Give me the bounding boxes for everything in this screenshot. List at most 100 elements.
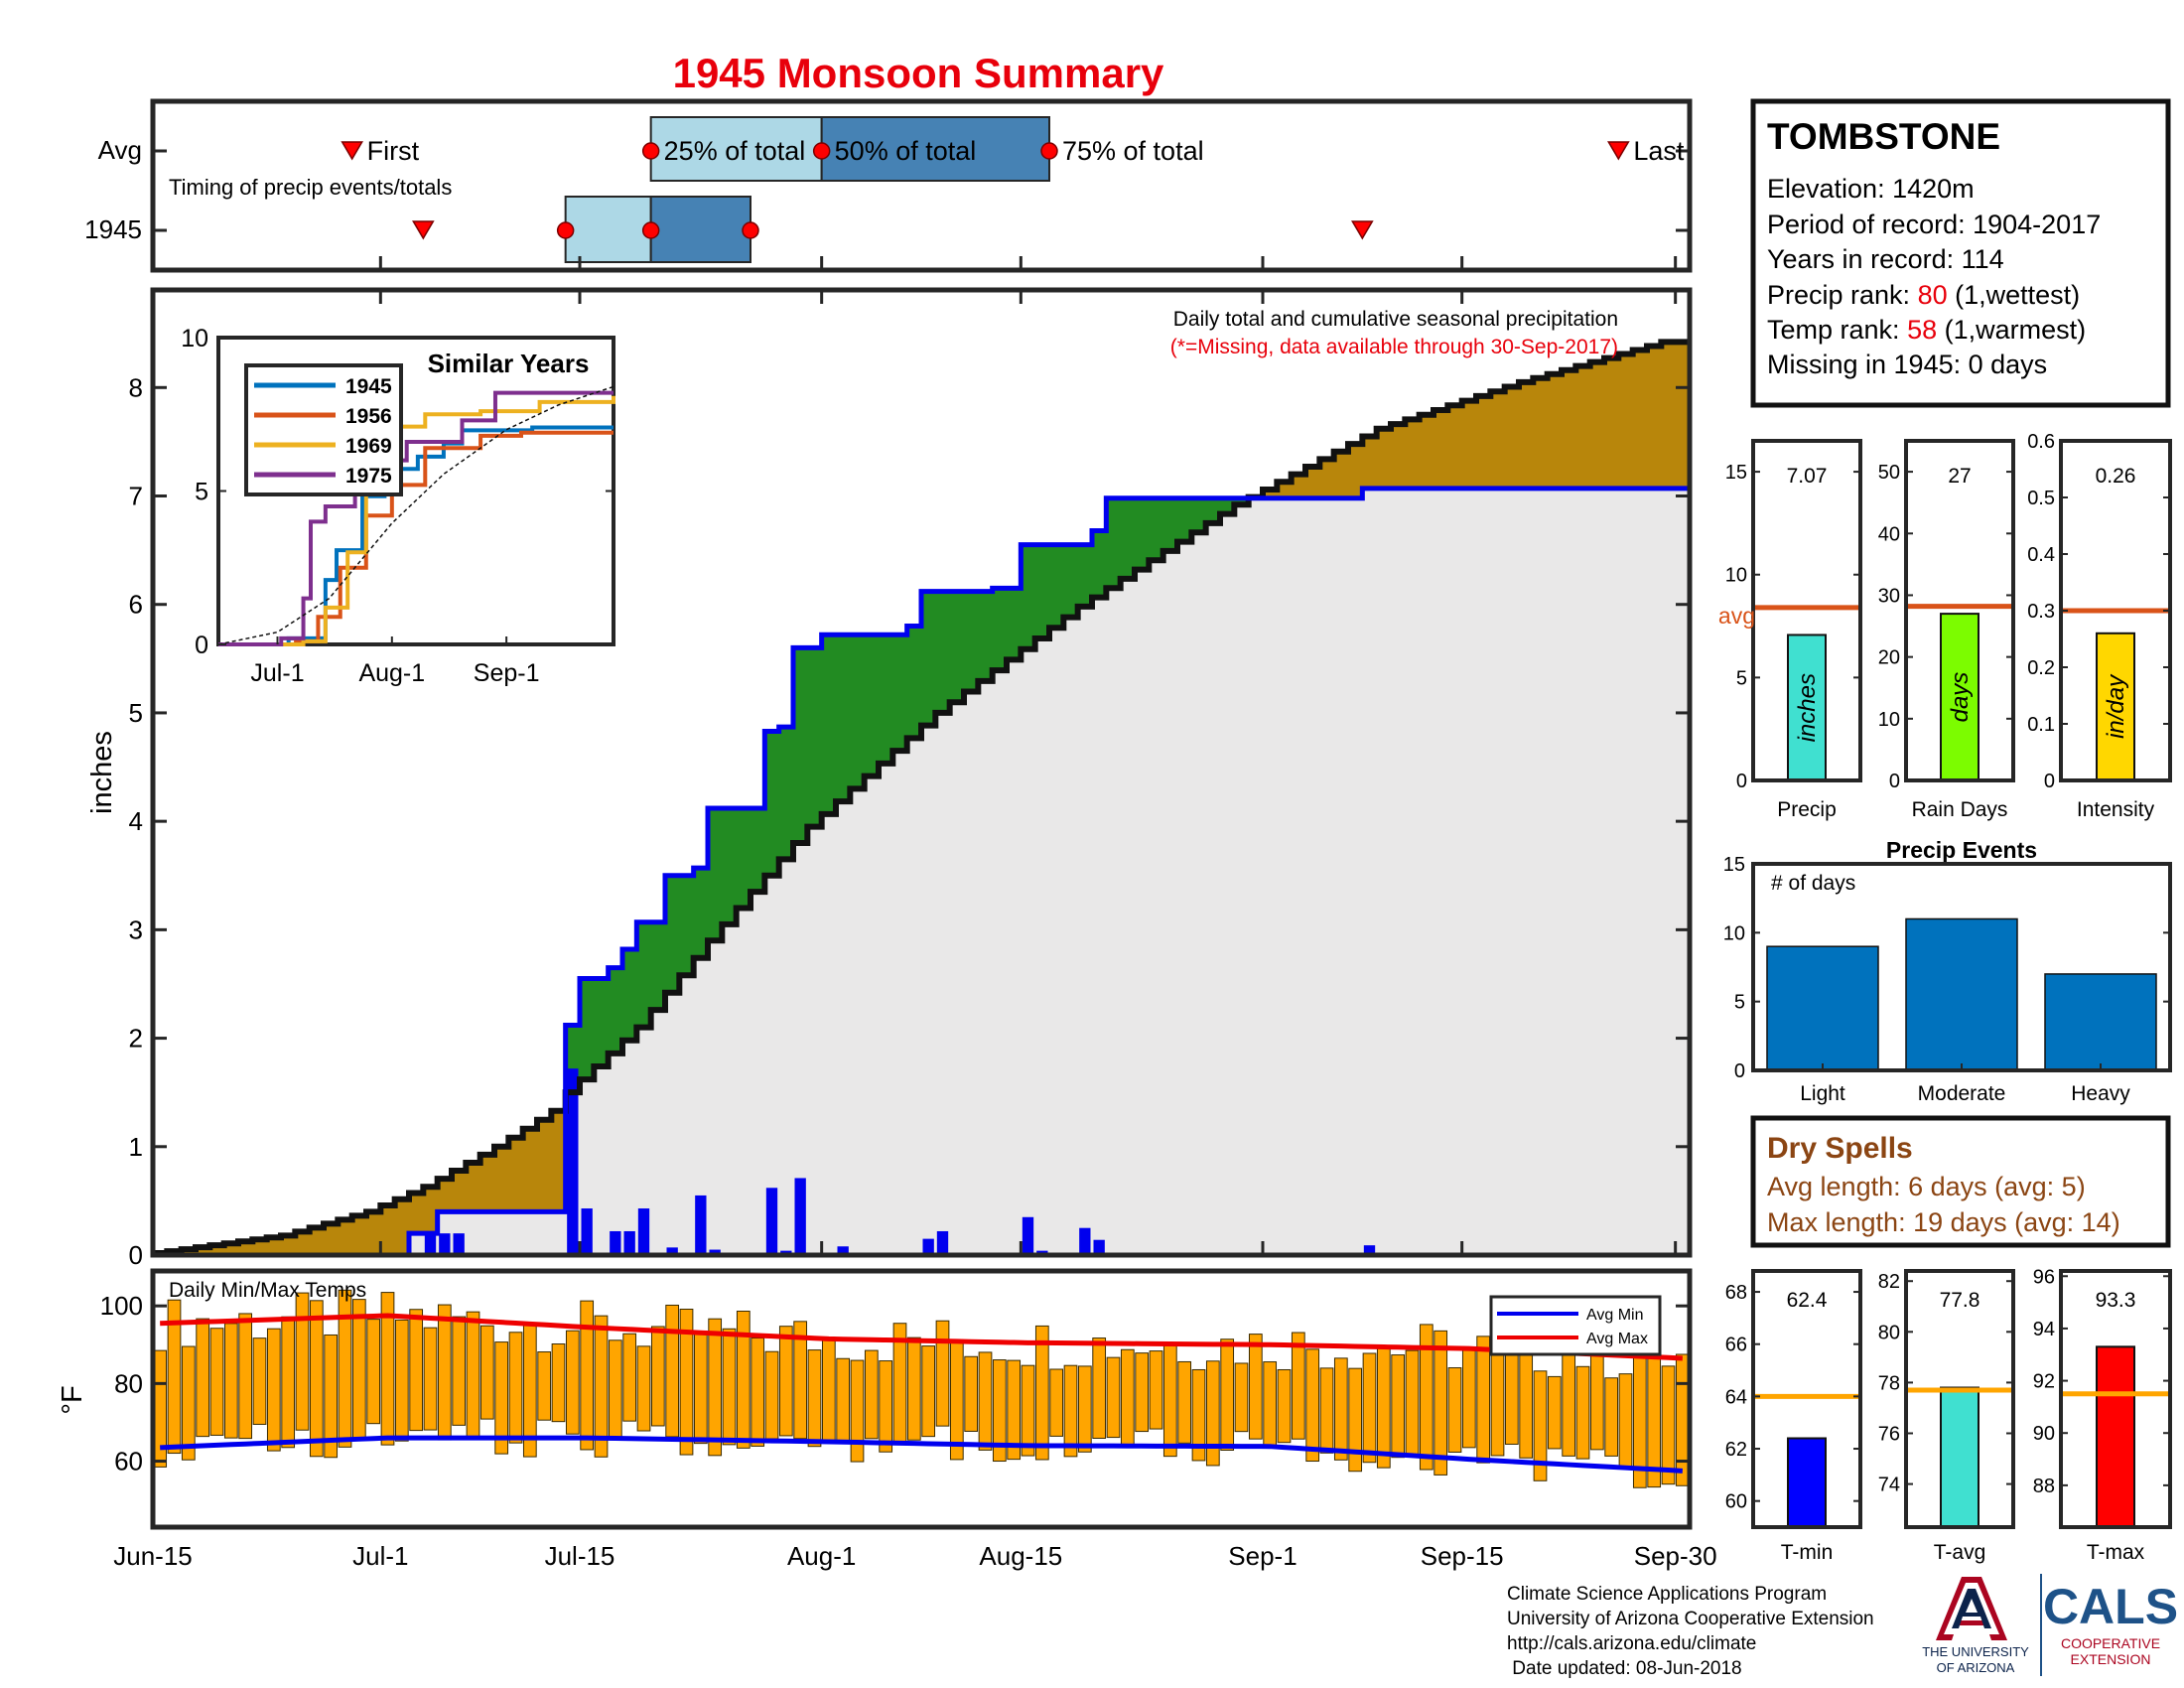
- university-logo: THE UNIVERSITY OF ARIZONA CALS COOPERATI…: [1922, 1574, 2178, 1676]
- temp-range-bar-24: [494, 1341, 509, 1455]
- temp-range-bar-61: [1021, 1364, 1035, 1457]
- temp-range-bar-69: [1135, 1352, 1150, 1433]
- stat-tick-label-2-5: 0.5: [2027, 488, 2055, 509]
- daily-precip-bar-20: [1093, 1239, 1105, 1255]
- timing-dot-2: [1040, 142, 1058, 160]
- temp-range-bar-19: [423, 1327, 438, 1431]
- main-x-tick-label-7: Sep-30: [1634, 1541, 1717, 1571]
- temp-range-bar-37: [679, 1308, 694, 1456]
- daily-precip-bar-10: [709, 1249, 721, 1255]
- temp-range-bar-72: [1177, 1360, 1192, 1444]
- avg-first-label: First: [367, 136, 420, 166]
- arizona-a-icon: [1936, 1577, 2007, 1640]
- temp-stat-tick-label-2-1: 90: [2033, 1423, 2055, 1445]
- main-y-tick-label-6: 6: [129, 590, 143, 620]
- temp-range-bar-86: [1376, 1346, 1391, 1469]
- temp-range-bar-36: [665, 1304, 680, 1438]
- main-y-tick-label-1: 1: [129, 1132, 143, 1162]
- temp-range-bar-11: [309, 1300, 324, 1458]
- temp-stat-label-1: T-avg: [1934, 1541, 1986, 1564]
- inset-y-tick-label-0: 0: [195, 632, 208, 659]
- precip-events-panel: Precip Events Light Moderate Heavy 0 5 10 15 #…: [1723, 837, 2172, 1105]
- temp-range-bar-77: [1248, 1334, 1263, 1440]
- common-precip-area: [153, 488, 1690, 1255]
- dry-spells-box: Dry Spells Avg length: 6 days (avg: 5) M…: [1750, 1115, 2171, 1248]
- temp-range-bar-32: [608, 1339, 622, 1438]
- main-missing-note: (*=Missing, data available through 30-Se…: [1170, 336, 1618, 358]
- events-x-label-moderate: Moderate: [1918, 1082, 2006, 1105]
- temp-stat-bar-1: [1940, 1386, 1979, 1529]
- temp-range-bar-100: [1575, 1365, 1590, 1460]
- temp-range-bar-71: [1162, 1342, 1177, 1458]
- main-x-axis: Jun-15 Jul-1 Jul-15 Aug-1 Aug-15 Sep-1 Sep-15 S…: [113, 256, 1717, 1571]
- main-y-tick-label-3: 3: [129, 914, 143, 944]
- temp-stat-tick-label-0-2: 64: [1725, 1386, 1747, 1408]
- temp-range-bar-40: [722, 1328, 737, 1446]
- stat-panel-frame-0: [1751, 439, 1862, 782]
- timing-dot-0: [641, 142, 660, 160]
- temp-range-bar-78: [1263, 1361, 1278, 1447]
- events-bar-heavy: [2044, 973, 2157, 1071]
- temperature-chart: 60 80 100: [100, 1289, 1690, 1488]
- temp-y-tick-label-1: 80: [114, 1368, 143, 1398]
- station-period: Period of record: 1904-2017: [1767, 210, 2101, 239]
- temp-range-bar-80: [1291, 1332, 1305, 1440]
- temp-stat-tick-label-2-2: 92: [2033, 1371, 2055, 1393]
- year-last-marker-icon: [1351, 220, 1374, 240]
- main-x-tick-label-0: Jun-15: [113, 1541, 193, 1571]
- daily-precip-bar-3: [567, 1068, 579, 1255]
- temp-range-bar-85: [1362, 1352, 1377, 1464]
- station-years: Years in record: 114: [1767, 244, 2004, 274]
- temp-range-bar-58: [978, 1351, 993, 1451]
- events-x-label-light: Light: [1800, 1082, 1845, 1105]
- footer-line-4: Date updated: 08-Jun-2018: [1507, 1658, 1742, 1679]
- stat-tick-label-2-4: 0.4: [2027, 544, 2055, 566]
- main-x-tick-label-4: Aug-15: [979, 1541, 1062, 1571]
- temp-range-bar-63: [1049, 1368, 1064, 1437]
- temp-range-bar-73: [1191, 1368, 1206, 1462]
- temp-stat-tick-label-1-1: 76: [1878, 1423, 1900, 1445]
- logo-coop-line-2: EXTENSION: [2071, 1651, 2151, 1667]
- temp-range-bar-64: [1063, 1364, 1078, 1458]
- temp-range-bar-49: [850, 1359, 865, 1463]
- temp-stat-frame-2: [2059, 1269, 2172, 1529]
- temp-range-bar-103: [1618, 1373, 1633, 1468]
- temp-range-bar-41: [736, 1311, 751, 1449]
- main-y-tick-label-4: 4: [129, 806, 143, 836]
- stat-tick-label-2-0: 0: [2044, 771, 2055, 792]
- similar-year-line-1975: [218, 390, 614, 646]
- events-x-label-heavy: Heavy: [2071, 1082, 2130, 1105]
- station-info-box: TOMBSTONE Elevation: 1420m Period of rec…: [1750, 98, 2171, 408]
- temp-stat-value-0: 62.4: [1787, 1289, 1828, 1312]
- dry-spells-max: Max length: 19 days (avg: 14): [1767, 1207, 2120, 1237]
- footer-line-3: http://cals.arizona.edu/climate: [1507, 1633, 1756, 1654]
- main-x-tick-label-3: Aug-1: [787, 1541, 856, 1571]
- temp-range-bar-22: [466, 1311, 480, 1439]
- temp-stat-label-2: T-max: [2087, 1541, 2145, 1564]
- stat-avg-label-0: avg: [1718, 603, 1755, 629]
- temp-range-bar-91: [1447, 1367, 1462, 1453]
- daily-precip-bar-4: [581, 1208, 593, 1255]
- temp-range-bar-88: [1405, 1349, 1420, 1458]
- dry-spells-avg: Avg length: 6 days (avg: 5): [1767, 1172, 2086, 1201]
- events-y-tick-label-3: 15: [1723, 854, 1745, 876]
- temp-range-bar-66: [1092, 1337, 1107, 1439]
- precip-events-title: Precip Events: [1886, 837, 2037, 863]
- legend-avg-min: Avg Min: [1586, 1307, 1644, 1324]
- temp-range-bar-29: [565, 1330, 580, 1435]
- temp-range-bar-57: [964, 1355, 979, 1432]
- avg-box-50-75: [820, 116, 1051, 182]
- temp-range-bar-45: [793, 1321, 808, 1440]
- stat-value-2: 0.26: [2096, 465, 2136, 488]
- temp-range-bar-54: [921, 1345, 936, 1438]
- stat-bar-text-2: in/day: [2103, 673, 2129, 739]
- temp-range-bar-30: [580, 1300, 595, 1451]
- temp-stat-tick-label-2-4: 96: [2033, 1266, 2055, 1288]
- main-y-axis-label: inches: [86, 731, 118, 814]
- pct-75-label: 75% of total: [1062, 136, 1204, 166]
- temp-range-bar-70: [1149, 1350, 1163, 1430]
- logo-coop-line-1: COOPERATIVE: [2061, 1635, 2160, 1651]
- temp-stat-tick-label-1-3: 80: [1878, 1322, 1900, 1343]
